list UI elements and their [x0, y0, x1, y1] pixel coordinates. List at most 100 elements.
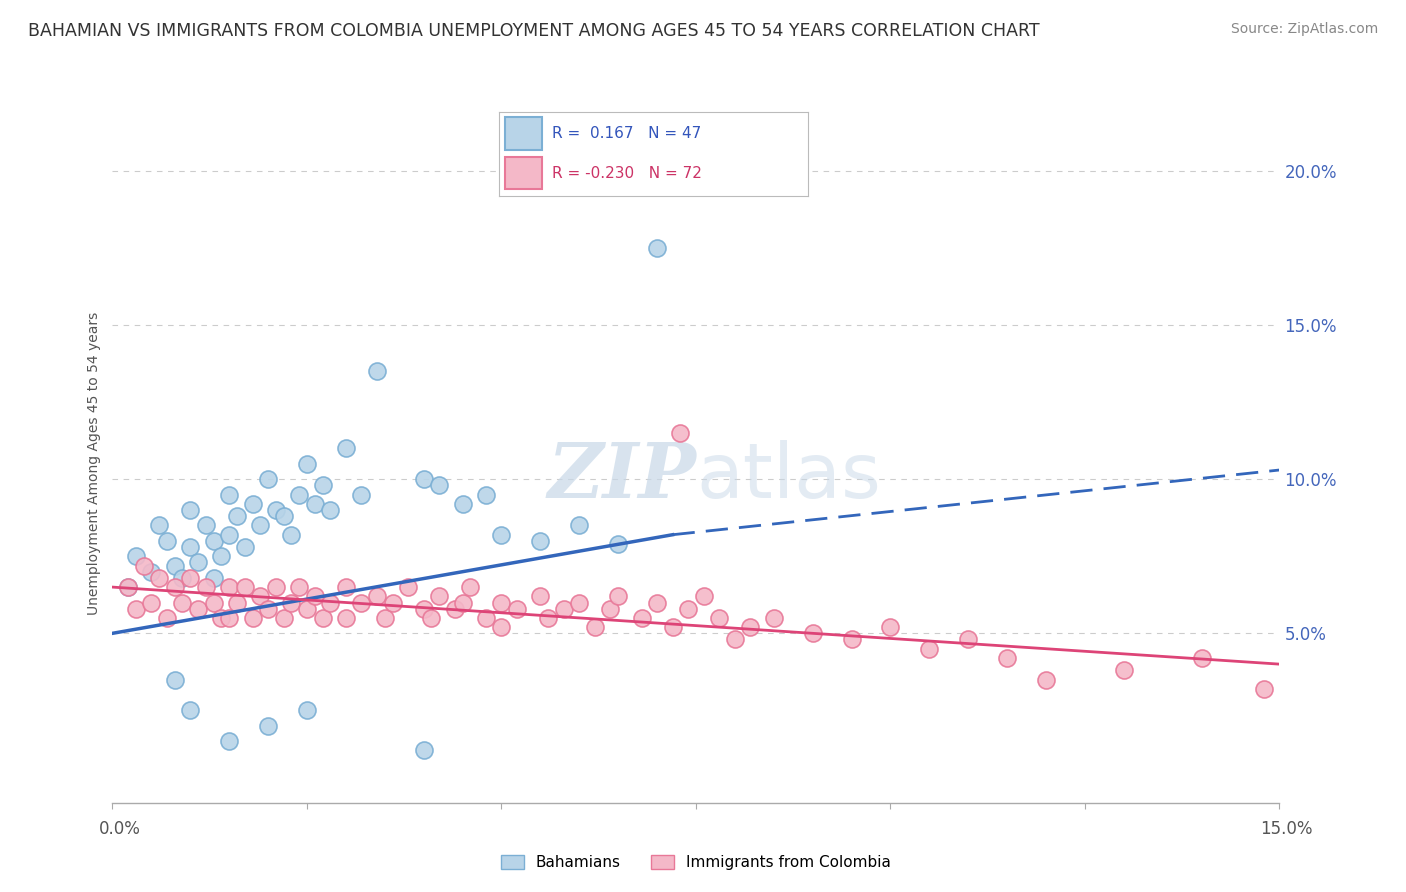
Point [412, 743, 434, 757]
Point [295, 601, 318, 615]
Point [233, 540, 256, 554]
Point [218, 580, 240, 594]
Point [427, 478, 450, 492]
Point [209, 611, 232, 625]
Point [179, 540, 201, 554]
Point [280, 595, 302, 609]
Point [163, 558, 186, 573]
Point [132, 558, 155, 573]
Point [451, 497, 474, 511]
Point [311, 478, 333, 492]
Text: Source: ZipAtlas.com: Source: ZipAtlas.com [1230, 22, 1378, 37]
Text: BAHAMIAN VS IMMIGRANTS FROM COLOMBIA UNEMPLOYMENT AMONG AGES 45 TO 54 YEARS CORR: BAHAMIAN VS IMMIGRANTS FROM COLOMBIA UNE… [28, 22, 1040, 40]
Point [172, 595, 194, 609]
Point [529, 533, 551, 548]
Point [366, 364, 388, 378]
Point [187, 601, 209, 615]
Point [148, 571, 170, 585]
Point [762, 611, 785, 625]
Point [273, 509, 295, 524]
Point [335, 580, 357, 594]
Point [475, 488, 498, 502]
Point [233, 580, 256, 594]
Point [257, 601, 280, 615]
Point [156, 611, 179, 625]
Text: 15.0%: 15.0% [1260, 820, 1313, 838]
Point [117, 580, 139, 594]
Point [179, 503, 201, 517]
Point [226, 509, 249, 524]
Point [172, 571, 194, 585]
Point [209, 549, 232, 564]
Point [645, 241, 668, 255]
Point [537, 611, 560, 625]
Point [350, 488, 373, 502]
Point [141, 595, 163, 609]
Point [264, 580, 287, 594]
Text: 0.0%: 0.0% [98, 820, 141, 838]
Point [740, 620, 762, 634]
Bar [505, 118, 543, 150]
Point [801, 626, 824, 640]
Point [242, 611, 264, 625]
Point [304, 590, 326, 604]
Point [957, 632, 980, 647]
Point [257, 719, 280, 733]
Point [645, 595, 668, 609]
Point [1112, 663, 1135, 677]
Point [529, 590, 551, 604]
Point [125, 601, 148, 615]
Point [288, 488, 311, 502]
Point [202, 595, 225, 609]
Point [350, 595, 373, 609]
Point [187, 556, 209, 570]
Point [491, 620, 513, 634]
Point [506, 601, 529, 615]
Point [202, 571, 225, 585]
Point [179, 703, 201, 717]
Point [1253, 681, 1275, 696]
Point [295, 703, 318, 717]
Point [460, 580, 482, 594]
Point [568, 518, 591, 533]
Point [396, 580, 419, 594]
Point [242, 497, 264, 511]
Point [117, 580, 139, 594]
Point [443, 601, 465, 615]
Point [366, 590, 388, 604]
Point [491, 527, 513, 541]
Point [194, 580, 217, 594]
Point [163, 673, 186, 687]
Point [475, 611, 498, 625]
Point [304, 497, 326, 511]
Point [249, 518, 271, 533]
Point [179, 571, 201, 585]
Point [676, 601, 699, 615]
Point [661, 620, 683, 634]
Point [125, 549, 148, 564]
Legend: Bahamians, Immigrants from Colombia: Bahamians, Immigrants from Colombia [495, 849, 897, 877]
Point [553, 601, 575, 615]
Point [1191, 651, 1213, 665]
Point [194, 518, 217, 533]
Point [412, 601, 434, 615]
Point [335, 611, 357, 625]
Point [156, 533, 179, 548]
Point [841, 632, 863, 647]
Point [724, 632, 747, 647]
Point [599, 601, 621, 615]
Point [669, 425, 692, 440]
Point [226, 595, 249, 609]
Point [218, 611, 240, 625]
Text: R =  0.167   N = 47: R = 0.167 N = 47 [551, 126, 702, 141]
Point [249, 590, 271, 604]
Point [264, 503, 287, 517]
Point [273, 611, 295, 625]
Bar [505, 157, 543, 189]
Point [709, 611, 731, 625]
Point [288, 580, 311, 594]
Point [693, 590, 716, 604]
Point [879, 620, 901, 634]
Point [218, 488, 240, 502]
Point [257, 472, 280, 486]
